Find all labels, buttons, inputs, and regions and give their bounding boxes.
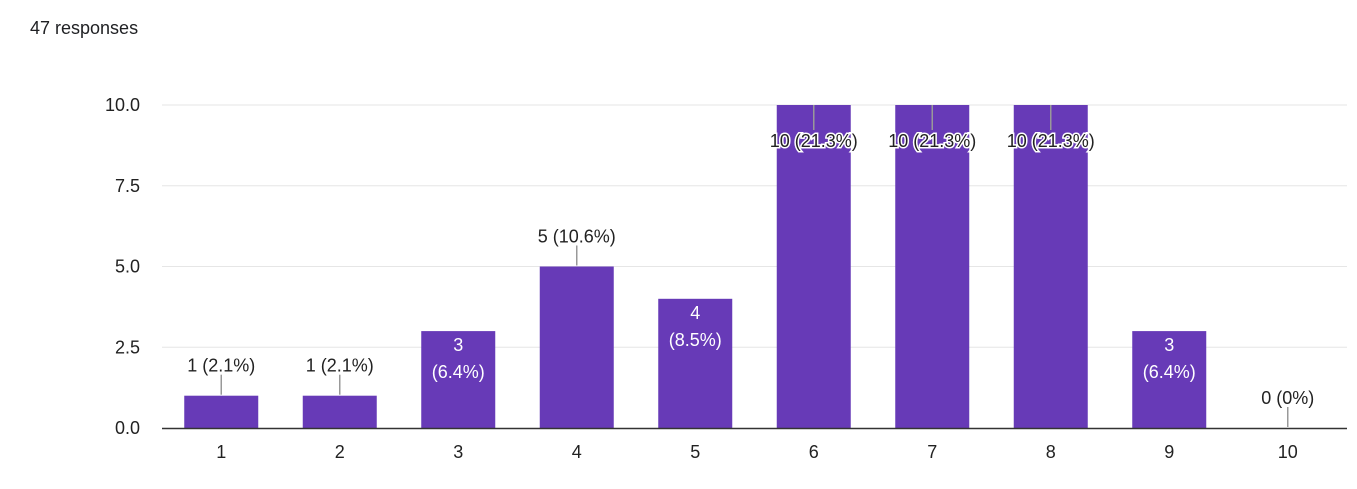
bar — [776, 105, 851, 428]
x-tick-label: 2 — [335, 442, 345, 462]
data-label: 3 (6.4%) — [432, 335, 485, 382]
data-label: 10 (21.3%) — [770, 131, 858, 151]
bar — [184, 395, 259, 428]
x-tick-label: 3 — [453, 442, 463, 462]
data-label: 10 (21.3%) — [888, 131, 976, 151]
y-tick-label: 7.5 — [115, 176, 140, 196]
x-tick-label: 5 — [690, 442, 700, 462]
bar — [1132, 331, 1207, 428]
y-tick-label: 2.5 — [115, 337, 140, 357]
bar — [658, 298, 733, 428]
y-tick-label: 5.0 — [115, 257, 140, 277]
data-label: 1 (2.1%) — [187, 356, 255, 376]
x-tick-label: 6 — [809, 442, 819, 462]
x-tick-label: 10 — [1278, 442, 1298, 462]
bar — [895, 105, 970, 428]
data-label: 0 (0%) — [1261, 388, 1314, 408]
bar — [539, 266, 614, 428]
bar — [1013, 105, 1088, 428]
x-tick-label: 7 — [927, 442, 937, 462]
bar — [302, 395, 377, 428]
y-tick-label: 0.0 — [115, 418, 140, 438]
x-tick-label: 8 — [1046, 442, 1056, 462]
y-tick-label: 10.0 — [105, 95, 140, 115]
data-label: 10 (21.3%) — [1007, 131, 1095, 151]
x-tick-label: 1 — [216, 442, 226, 462]
data-label: 1 (2.1%) — [306, 356, 374, 376]
x-tick-label: 9 — [1164, 442, 1174, 462]
data-label: 4 (8.5%) — [669, 303, 722, 350]
bar — [421, 331, 496, 428]
data-label: 3 (6.4%) — [1143, 335, 1196, 382]
response-count: 47 responses — [30, 18, 139, 38]
x-tick-label: 4 — [572, 442, 582, 462]
data-label: 5 (10.6%) — [538, 227, 616, 247]
